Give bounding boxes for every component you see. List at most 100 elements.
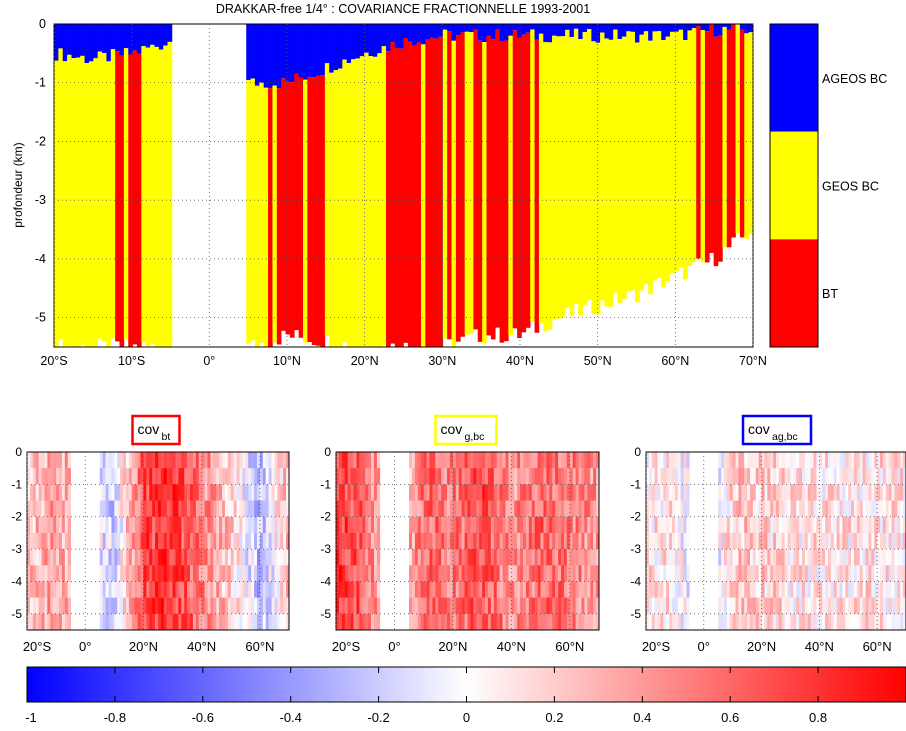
cov-cell (41, 549, 45, 566)
cov-cell (871, 532, 875, 550)
cov-cell (175, 581, 179, 598)
cov-cell (438, 565, 442, 582)
cov-cell (198, 532, 202, 550)
cov-cell (660, 516, 664, 534)
cov-cell (761, 597, 765, 615)
cov-cell (251, 452, 255, 469)
cov-cell (683, 452, 687, 469)
cov-cell (336, 452, 340, 469)
cov-cell (256, 613, 261, 631)
cov-cell (447, 500, 451, 518)
cov-cell (195, 500, 200, 518)
cov-cell (587, 500, 591, 518)
cov-cell (540, 565, 544, 582)
cov-cell (347, 549, 351, 566)
cov-cell (593, 468, 597, 485)
cov-cell (47, 516, 51, 534)
cov-cell (482, 500, 486, 518)
cov-cell (563, 549, 568, 566)
cov-cell (338, 581, 343, 598)
cov-cell (146, 613, 150, 631)
cov-cell (187, 516, 191, 534)
cov-cell (738, 516, 742, 534)
cov-cell (365, 565, 369, 582)
cov-cell (432, 549, 436, 566)
cov-cell (646, 484, 650, 501)
cov-cell (807, 549, 811, 566)
cov-cell (262, 500, 267, 518)
cov-cell (842, 597, 846, 615)
cov-cell (190, 452, 194, 469)
cov-cell (341, 452, 346, 469)
cov-cell (473, 613, 477, 631)
cov-cell (830, 549, 835, 566)
cov-cell (799, 613, 803, 631)
cov-cell (184, 516, 188, 534)
cov-cell (732, 597, 736, 615)
cov-cell (470, 613, 474, 631)
cov-cell (755, 468, 759, 485)
ageos-cell (683, 24, 688, 41)
dominant-cell (713, 36, 719, 267)
dominant-cell (324, 63, 330, 336)
cov-cell (409, 500, 413, 518)
ageos-cell (573, 24, 579, 29)
cov-cell (793, 532, 797, 550)
cov-cell (368, 565, 372, 582)
cov-cell (891, 500, 895, 518)
cov-cell (830, 500, 835, 518)
x-tick-label: 20°S (23, 639, 52, 654)
cov-cell (479, 516, 483, 534)
cov-cell (201, 597, 205, 615)
cov-cell (490, 581, 495, 598)
cov-cell (175, 549, 179, 566)
cov-cell (210, 532, 214, 550)
cov-cell (213, 549, 217, 566)
cov-cell (718, 484, 722, 501)
cov-cell (368, 468, 372, 485)
cov-cell (575, 613, 579, 631)
cov-cell (347, 468, 351, 485)
cov-cell (825, 468, 829, 485)
cov-cell (458, 500, 462, 518)
cov-cell (721, 597, 725, 615)
cov-cell (286, 532, 290, 550)
cov-cell (482, 532, 486, 550)
cov-cell (482, 613, 486, 631)
cov-cell (755, 484, 759, 501)
cov-cell (787, 452, 791, 469)
cov-cell (718, 468, 722, 485)
dominant-cell (464, 31, 470, 335)
cov-cell (590, 500, 594, 518)
cov-cell (528, 516, 533, 534)
cov-cell (493, 500, 498, 518)
cov-cell (268, 532, 272, 550)
cov-cell (822, 484, 826, 501)
cov-cell (683, 516, 687, 534)
cov-cell (894, 613, 898, 631)
cov-cell (105, 532, 109, 550)
cov-cell (819, 549, 823, 566)
cov-cell (441, 500, 445, 518)
cov-cell (137, 597, 141, 615)
cov-cell (137, 581, 141, 598)
cov-cell (666, 452, 670, 469)
cov-cell (511, 613, 515, 631)
cov-cell (411, 581, 416, 598)
cov-cell (755, 500, 759, 518)
cov-cell (163, 565, 168, 582)
cov-cell (680, 549, 684, 566)
cov-cell (356, 452, 360, 469)
dominant-cell (503, 40, 509, 342)
cov-cell (198, 500, 202, 518)
cov-cell (414, 484, 419, 501)
dominant-cell (163, 45, 168, 347)
cov-cell (102, 597, 106, 615)
cov-cell (868, 613, 872, 631)
cov-cell (836, 500, 840, 518)
cov-cell (338, 613, 343, 631)
cov-cell (50, 565, 54, 582)
cov-cell (787, 581, 791, 598)
cov-cell (67, 613, 71, 631)
ageos-cell (617, 24, 623, 39)
